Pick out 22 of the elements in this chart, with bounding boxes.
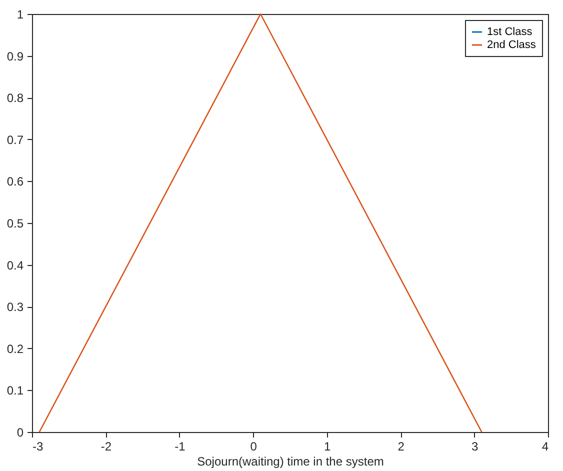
y-tick-label: 1 [16, 8, 24, 22]
y-tick-label: 0 [16, 426, 24, 440]
x-tick-label: 4 [542, 440, 549, 454]
y-tick-label: 0.7 [6, 132, 24, 147]
legend-label: 1st Class [487, 26, 533, 38]
x-tick-label: -1 [174, 440, 186, 454]
x-axis-title: Sojourn(waiting) time in the system [197, 454, 384, 468]
y-tick-label: 0.8 [6, 91, 24, 106]
x-tick-label: 0 [250, 440, 258, 454]
x-tick-label: 2 [398, 440, 405, 454]
y-tick-label: 0.9 [6, 49, 24, 64]
y-tick-label: 0.1 [6, 384, 24, 398]
legend-label: 2nd Class [487, 39, 536, 51]
x-tick-label: 1 [324, 440, 332, 454]
y-tick-label: 0.2 [6, 342, 24, 356]
x-tick-label: 3 [471, 440, 478, 454]
x-tick-label: -2 [100, 440, 112, 454]
y-tick-label: 0.6 [6, 174, 24, 189]
x-tick-label: -3 [32, 440, 44, 454]
y-tick-label: 0.3 [6, 300, 24, 314]
y-tick-label: 0.4 [6, 258, 24, 272]
y-tick-label: 0.5 [6, 216, 24, 230]
